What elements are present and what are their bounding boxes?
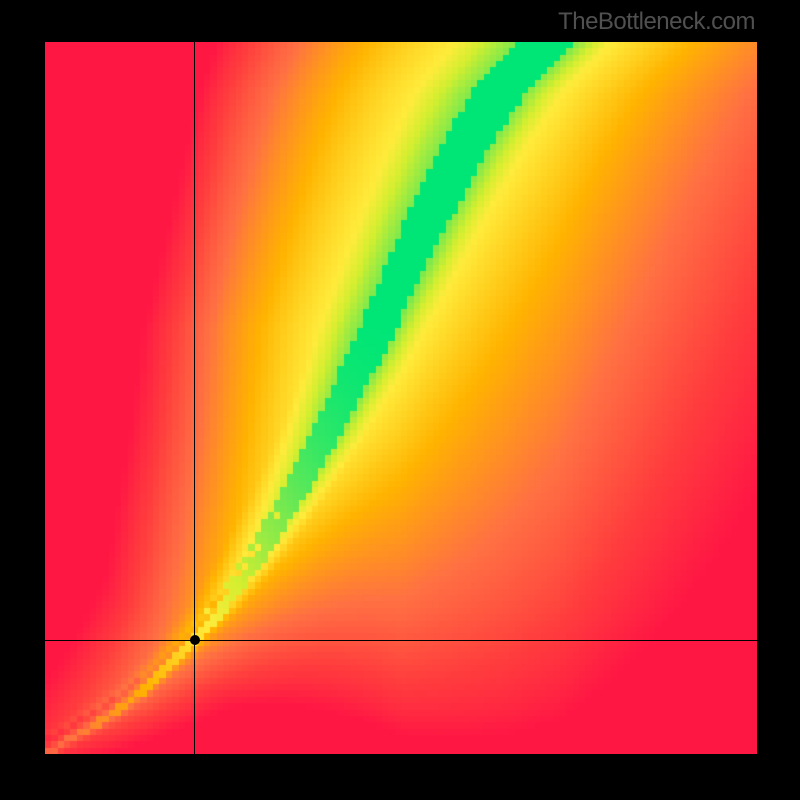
chart-container: TheBottleneck.com [0, 0, 800, 800]
data-point-marker [190, 635, 200, 645]
heatmap-plot [45, 42, 757, 754]
crosshair-horizontal [45, 640, 757, 641]
watermark-text: TheBottleneck.com [558, 8, 755, 36]
heatmap-canvas [45, 42, 757, 754]
crosshair-vertical [194, 42, 195, 754]
